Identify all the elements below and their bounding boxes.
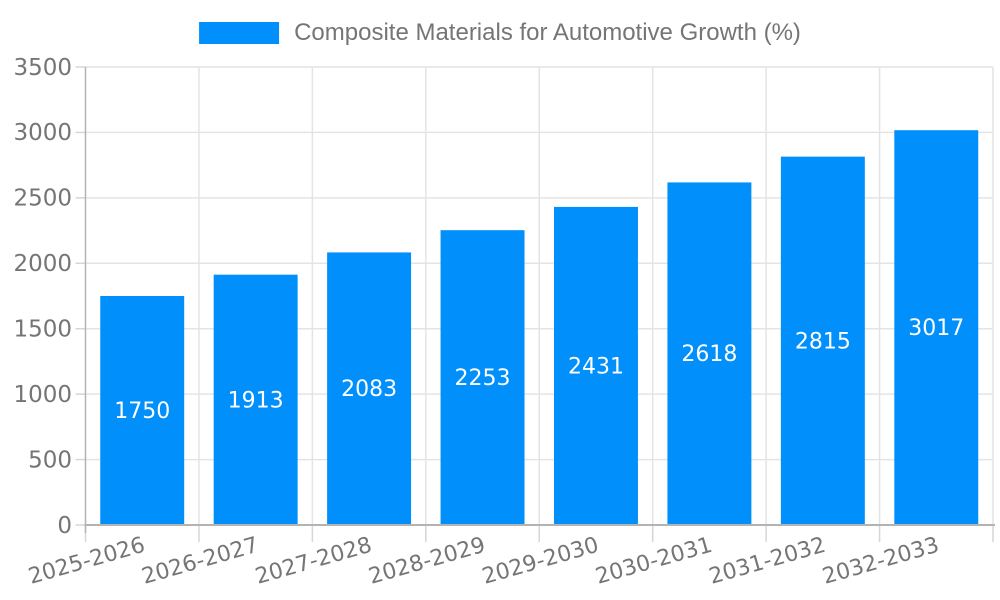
y-tick-label: 2000 [13, 251, 72, 277]
bar [440, 230, 525, 525]
x-tick-label: 2031-2032 [706, 533, 828, 590]
chart-legend: Composite Materials for Automotive Growt… [199, 19, 801, 47]
x-tick-label: 2032-2033 [820, 533, 942, 590]
x-tick-label: 2027-2028 [253, 533, 375, 590]
y-tick-label: 3000 [13, 120, 72, 146]
x-tick-label: 2026-2027 [139, 533, 261, 590]
bar [780, 156, 865, 525]
x-tick-label: 2030-2031 [593, 533, 715, 590]
legend-swatch [199, 22, 280, 44]
x-tick-label: 2025-2026 [26, 533, 148, 590]
bar-value-label: 2253 [455, 366, 511, 391]
bar-value-label: 2083 [341, 377, 397, 402]
legend-label: Composite Materials for Automotive Growt… [294, 19, 801, 46]
bar-value-label: 2431 [568, 354, 624, 379]
bar [327, 252, 412, 526]
y-tick-label: 500 [28, 447, 72, 473]
y-tick-label: 1500 [13, 317, 72, 343]
bar [100, 296, 185, 525]
bar-value-label: 3017 [908, 316, 964, 341]
bar-value-label: 1750 [114, 399, 170, 424]
y-tick-label: 0 [57, 513, 72, 539]
y-tick-label: 1000 [13, 382, 72, 408]
bar [213, 274, 298, 525]
bar [553, 206, 638, 525]
bar [894, 130, 979, 526]
y-tick-label: 3500 [13, 55, 72, 81]
bar-value-label: 1913 [228, 388, 284, 413]
bar-value-label: 2815 [795, 329, 851, 354]
bar-value-label: 2618 [681, 342, 737, 367]
x-tick-label: 2028-2029 [366, 533, 488, 590]
y-tick-label: 2500 [13, 186, 72, 212]
bar [667, 182, 752, 525]
x-tick-label: 2029-2030 [479, 533, 601, 590]
